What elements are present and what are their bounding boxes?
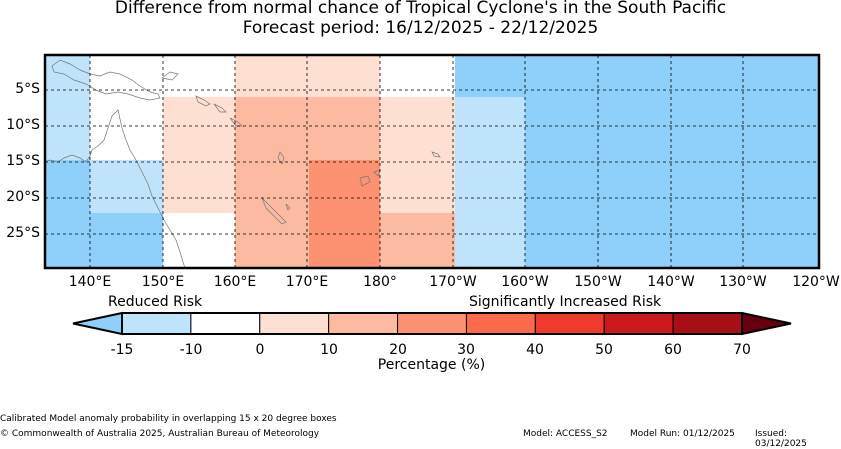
lon-label-160w: 160°W — [501, 274, 549, 290]
risk-cell — [45, 55, 90, 160]
risk-cell — [525, 97, 819, 268]
colorbar-cell — [121, 312, 192, 335]
risk-cell — [455, 55, 819, 97]
footer-model: Model: ACCESS_S2 — [523, 429, 608, 439]
footer-copyright: © Commonwealth of Australia 2025, Austra… — [0, 429, 320, 439]
risk-cell — [380, 213, 455, 268]
colorbar-cells — [121, 312, 743, 335]
risk-cell — [163, 97, 235, 213]
lon-label-180: 180° — [363, 274, 397, 290]
island-coastline — [195, 95, 211, 107]
island-coastline — [261, 197, 287, 225]
risk-cell — [380, 97, 455, 213]
colorbar-tick: 40 — [526, 342, 544, 358]
colorbar-tick: 30 — [457, 342, 475, 358]
colorbar-tick: 0 — [255, 342, 265, 358]
legend-reduced-risk-label: Reduced Risk — [108, 294, 203, 310]
colorbar-tick: 60 — [664, 342, 682, 358]
risk-cell — [90, 160, 163, 213]
footer-note: Calibrated Model anomaly probability in … — [0, 414, 337, 424]
risk-cell — [309, 160, 380, 268]
colorbar-tick: -10 — [179, 342, 203, 358]
colorbar-cell — [672, 312, 743, 335]
colorbar-over-arrow — [741, 311, 792, 336]
lon-label-140w: 140°W — [647, 274, 695, 290]
colorbar-cell — [328, 312, 399, 335]
colorbar-frame — [121, 312, 743, 335]
colorbar-tick: 20 — [389, 342, 407, 358]
lon-label-130w: 130°W — [719, 274, 767, 290]
australia-coastline — [44, 149, 93, 163]
colorbar-cell — [397, 312, 467, 335]
colorbar-under-arrow — [72, 311, 123, 336]
graticule — [45, 55, 819, 268]
island-coastline — [213, 103, 227, 113]
lon-label-140e: 140°E — [68, 274, 112, 290]
risk-cell — [235, 55, 380, 97]
australia-coastline — [91, 109, 186, 269]
island-coastline — [161, 71, 179, 81]
lon-label-170e: 170°E — [285, 274, 329, 290]
colorbar-title: Percentage (%) — [377, 357, 486, 373]
lat-label-5s: 5°S — [15, 81, 40, 97]
island-coastline — [431, 151, 441, 158]
colorbar-cell — [534, 312, 605, 335]
map-frame — [43, 53, 821, 270]
risk-cell — [90, 213, 163, 268]
colorbar-tick: 10 — [320, 342, 338, 358]
chart-title-line-1: Difference from normal chance of Tropica… — [114, 0, 727, 18]
new-guinea-coastline — [51, 59, 161, 101]
risk-map — [43, 53, 821, 336]
footer-model-run: Model Run: 01/12/2025 — [630, 429, 735, 439]
island-coastline — [285, 203, 291, 211]
lat-label-10s: 10°S — [6, 117, 40, 133]
colorbar-tick: -15 — [110, 342, 134, 358]
colorbar-cell — [603, 312, 674, 335]
lon-label-120w: 120°W — [792, 274, 840, 290]
island-coastline — [229, 117, 243, 127]
colorbar — [72, 311, 792, 336]
colorbar-tick: 70 — [733, 342, 751, 358]
lat-label-15s: 15°S — [6, 153, 40, 169]
risk-cells — [45, 55, 819, 268]
colorbar-tick: 50 — [595, 342, 613, 358]
legend-increased-risk-label: Significantly Increased Risk — [469, 294, 662, 310]
colorbar-cell — [465, 312, 536, 335]
lon-label-150e: 150°E — [141, 274, 185, 290]
chart-title-line-2: Forecast period: 16/12/2025 - 22/12/2025 — [242, 18, 599, 38]
risk-cell — [380, 55, 455, 97]
risk-cell — [455, 97, 525, 268]
colorbar-cell — [259, 312, 330, 335]
lon-label-160e: 160°E — [213, 274, 257, 290]
island-coastline — [277, 151, 285, 165]
lon-label-170w: 170°W — [429, 274, 477, 290]
island-coastline — [373, 169, 381, 177]
lat-label-20s: 20°S — [6, 189, 40, 205]
colorbar-cell — [190, 312, 261, 335]
island-coastline — [359, 175, 371, 187]
lat-label-25s: 25°S — [6, 225, 40, 241]
risk-cell — [163, 213, 235, 268]
coastlines — [44, 59, 441, 269]
footer-issued: Issued: 03/12/2025 — [755, 429, 807, 449]
lon-label-150w: 150°W — [574, 274, 622, 290]
